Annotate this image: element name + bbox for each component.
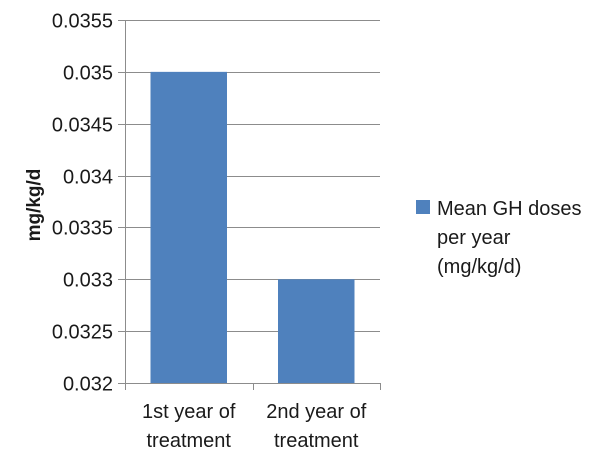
legend: Mean GH doses per year (mg/kg/d) xyxy=(416,198,582,278)
y-tick-label: 0.0325 xyxy=(52,322,113,344)
y-axis-title: mg/kg/d xyxy=(24,169,45,242)
axes xyxy=(118,20,381,390)
y-tick-label: 0.034 xyxy=(63,167,113,189)
x-category-label: 1st year of xyxy=(142,401,236,423)
bar xyxy=(278,279,355,383)
legend-label: (mg/kg/d) xyxy=(437,256,521,278)
x-category-label: 2nd year of xyxy=(266,401,367,423)
legend-label: per year xyxy=(437,227,511,249)
legend-swatch xyxy=(416,200,430,214)
bar xyxy=(150,71,227,383)
legend-label: Mean GH doses xyxy=(437,198,582,220)
y-tick-label: 0.032 xyxy=(63,374,113,396)
bars xyxy=(150,71,355,383)
y-tick-label: 0.0335 xyxy=(52,218,113,240)
x-category-labels: 1st year of treatment 2nd year of treatment xyxy=(142,401,367,452)
y-tick-label: 0.0345 xyxy=(52,115,113,137)
y-tick-label: 0.033 xyxy=(63,270,113,292)
x-category-label: treatment xyxy=(147,430,232,452)
y-tick-label: 0.035 xyxy=(63,63,113,85)
x-category-label: treatment xyxy=(274,430,359,452)
y-tick-labels: 0.032 0.0325 0.033 0.0335 0.034 0.0345 0.035 0.… xyxy=(52,11,113,396)
y-tick-label: 0.0355 xyxy=(52,11,113,33)
